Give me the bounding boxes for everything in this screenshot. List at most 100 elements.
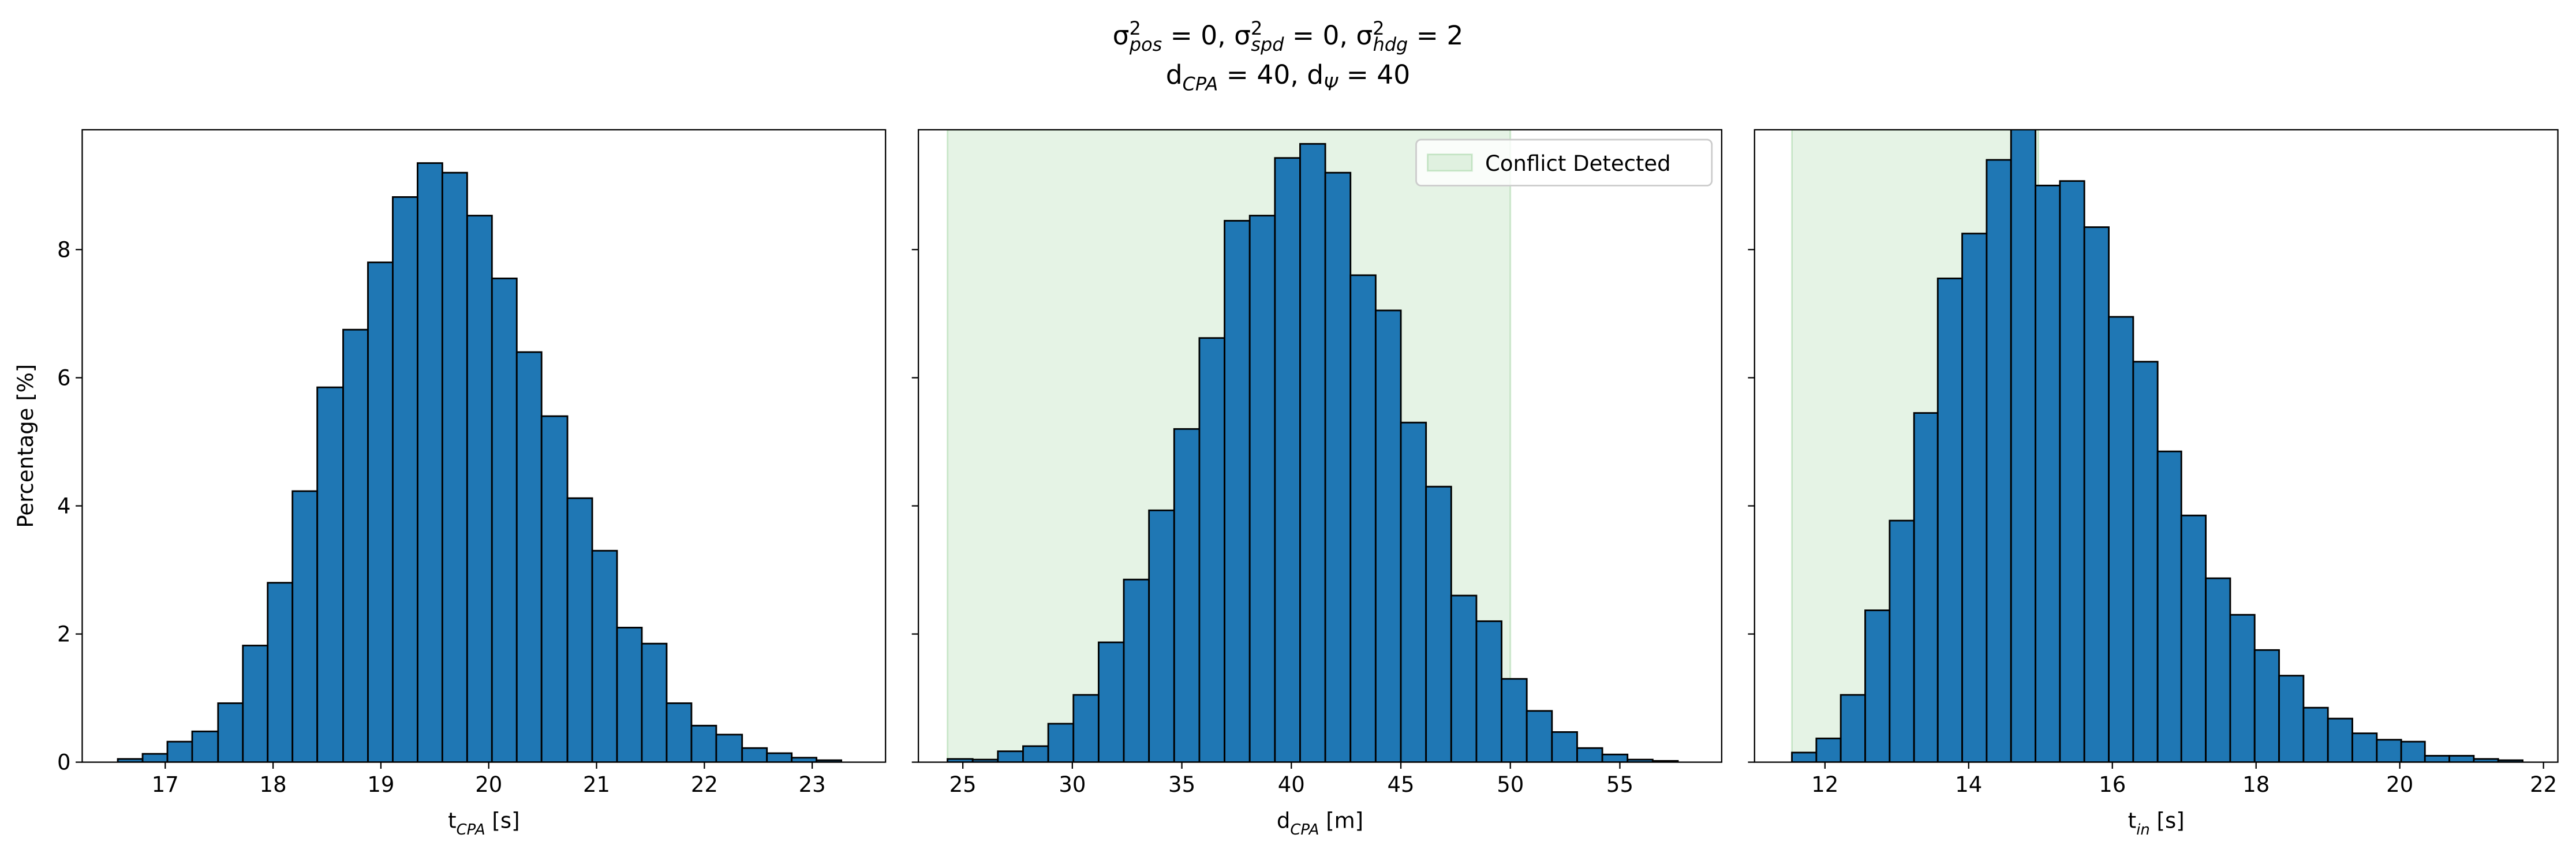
x-tick-label: 18 — [2242, 772, 2270, 797]
bar — [1526, 710, 1553, 762]
bar — [690, 724, 717, 762]
bar — [1349, 274, 1377, 762]
bar — [1986, 159, 2012, 762]
bar — [1889, 519, 1915, 762]
bar — [1601, 753, 1629, 762]
bar — [616, 627, 643, 762]
x-tick-label: 17 — [152, 772, 179, 797]
suptitle-line: σ2 pos = 0, σ2 spd = 0, σ2 hdg = 2 — [1113, 17, 1464, 55]
x-tick-label: 20 — [2386, 772, 2413, 797]
bar — [2205, 577, 2231, 762]
bar — [1961, 233, 1988, 762]
suptitle-line: dCPA = 40, dΨ = 40 — [1166, 59, 1410, 95]
x-axis-label: tCPA [s] — [448, 808, 519, 838]
bar — [1047, 723, 1075, 762]
bar — [1324, 171, 1352, 762]
bar — [666, 702, 693, 762]
x-axis-label: tin [s] — [2128, 808, 2185, 838]
x-tick-label: 22 — [2530, 772, 2557, 797]
bar — [1123, 578, 1150, 762]
bar — [2010, 129, 2036, 762]
bar — [2156, 450, 2182, 762]
bar — [1148, 509, 1175, 762]
x-tick-label: 23 — [799, 772, 826, 797]
bar — [1173, 428, 1201, 762]
bar — [2108, 316, 2134, 762]
bar — [342, 328, 369, 762]
bar — [1400, 421, 1427, 762]
y-tick-label: 0 — [57, 750, 71, 775]
bar — [316, 386, 344, 762]
bar — [2376, 739, 2402, 762]
plot-area — [1791, 129, 2523, 762]
bar — [2278, 675, 2305, 762]
x-tick-label: 30 — [1059, 772, 1086, 797]
bar — [1475, 620, 1502, 762]
bar — [540, 415, 569, 762]
bar — [1198, 337, 1225, 762]
bar — [1072, 694, 1100, 762]
bar — [267, 582, 294, 762]
bar — [367, 261, 394, 762]
bar — [1274, 157, 1301, 762]
y-axis-label: Percentage [%] — [13, 364, 38, 528]
bar — [466, 215, 493, 762]
bar — [1299, 143, 1326, 762]
bar — [641, 642, 668, 762]
bar — [715, 734, 743, 762]
bar — [2035, 185, 2061, 762]
bar — [1913, 412, 1939, 762]
bar — [2253, 649, 2280, 762]
bar — [1864, 609, 1891, 762]
y-tick-label: 4 — [57, 493, 71, 518]
bar — [1815, 738, 1842, 762]
bar — [2448, 755, 2475, 762]
bar — [1374, 309, 1402, 762]
bar — [2083, 226, 2110, 762]
bar — [141, 753, 169, 762]
bar — [1501, 678, 1528, 762]
x-tick-label: 12 — [1811, 772, 1838, 797]
bar — [766, 752, 793, 762]
x-tick-label: 19 — [367, 772, 394, 797]
x-tick-label: 16 — [2099, 772, 2126, 797]
bar — [291, 490, 319, 762]
bar — [191, 730, 219, 762]
bar — [1022, 745, 1049, 762]
bar — [441, 171, 468, 762]
bar — [791, 757, 818, 762]
bar — [515, 351, 543, 762]
bar — [1791, 751, 1818, 762]
x-tick-label: 40 — [1278, 772, 1305, 797]
plot-area — [947, 129, 1679, 762]
bar — [1224, 220, 1251, 762]
y-tick-label: 2 — [57, 622, 71, 646]
bar — [2059, 180, 2085, 762]
x-tick-label: 55 — [1606, 772, 1633, 797]
bar — [1936, 277, 1963, 762]
bar — [2351, 732, 2378, 762]
bar — [2424, 755, 2451, 762]
bar — [1576, 747, 1603, 762]
bar — [2229, 613, 2256, 762]
bar — [1248, 215, 1276, 762]
bar — [1450, 594, 1478, 762]
x-tick-label: 21 — [583, 772, 610, 797]
x-tick-label: 18 — [260, 772, 287, 797]
bar — [566, 497, 593, 762]
x-tick-label: 14 — [1955, 772, 1982, 797]
x-tick-label: 22 — [691, 772, 718, 797]
x-tick-label: 25 — [949, 772, 977, 797]
bar — [2132, 361, 2159, 762]
bar — [741, 747, 768, 762]
bar — [491, 277, 518, 762]
bar — [591, 549, 618, 762]
bar — [166, 740, 193, 762]
x-tick-label: 45 — [1387, 772, 1414, 797]
bar — [2302, 706, 2329, 762]
y-tick-label: 8 — [57, 237, 71, 262]
bar — [2180, 514, 2207, 762]
bar — [417, 162, 443, 762]
